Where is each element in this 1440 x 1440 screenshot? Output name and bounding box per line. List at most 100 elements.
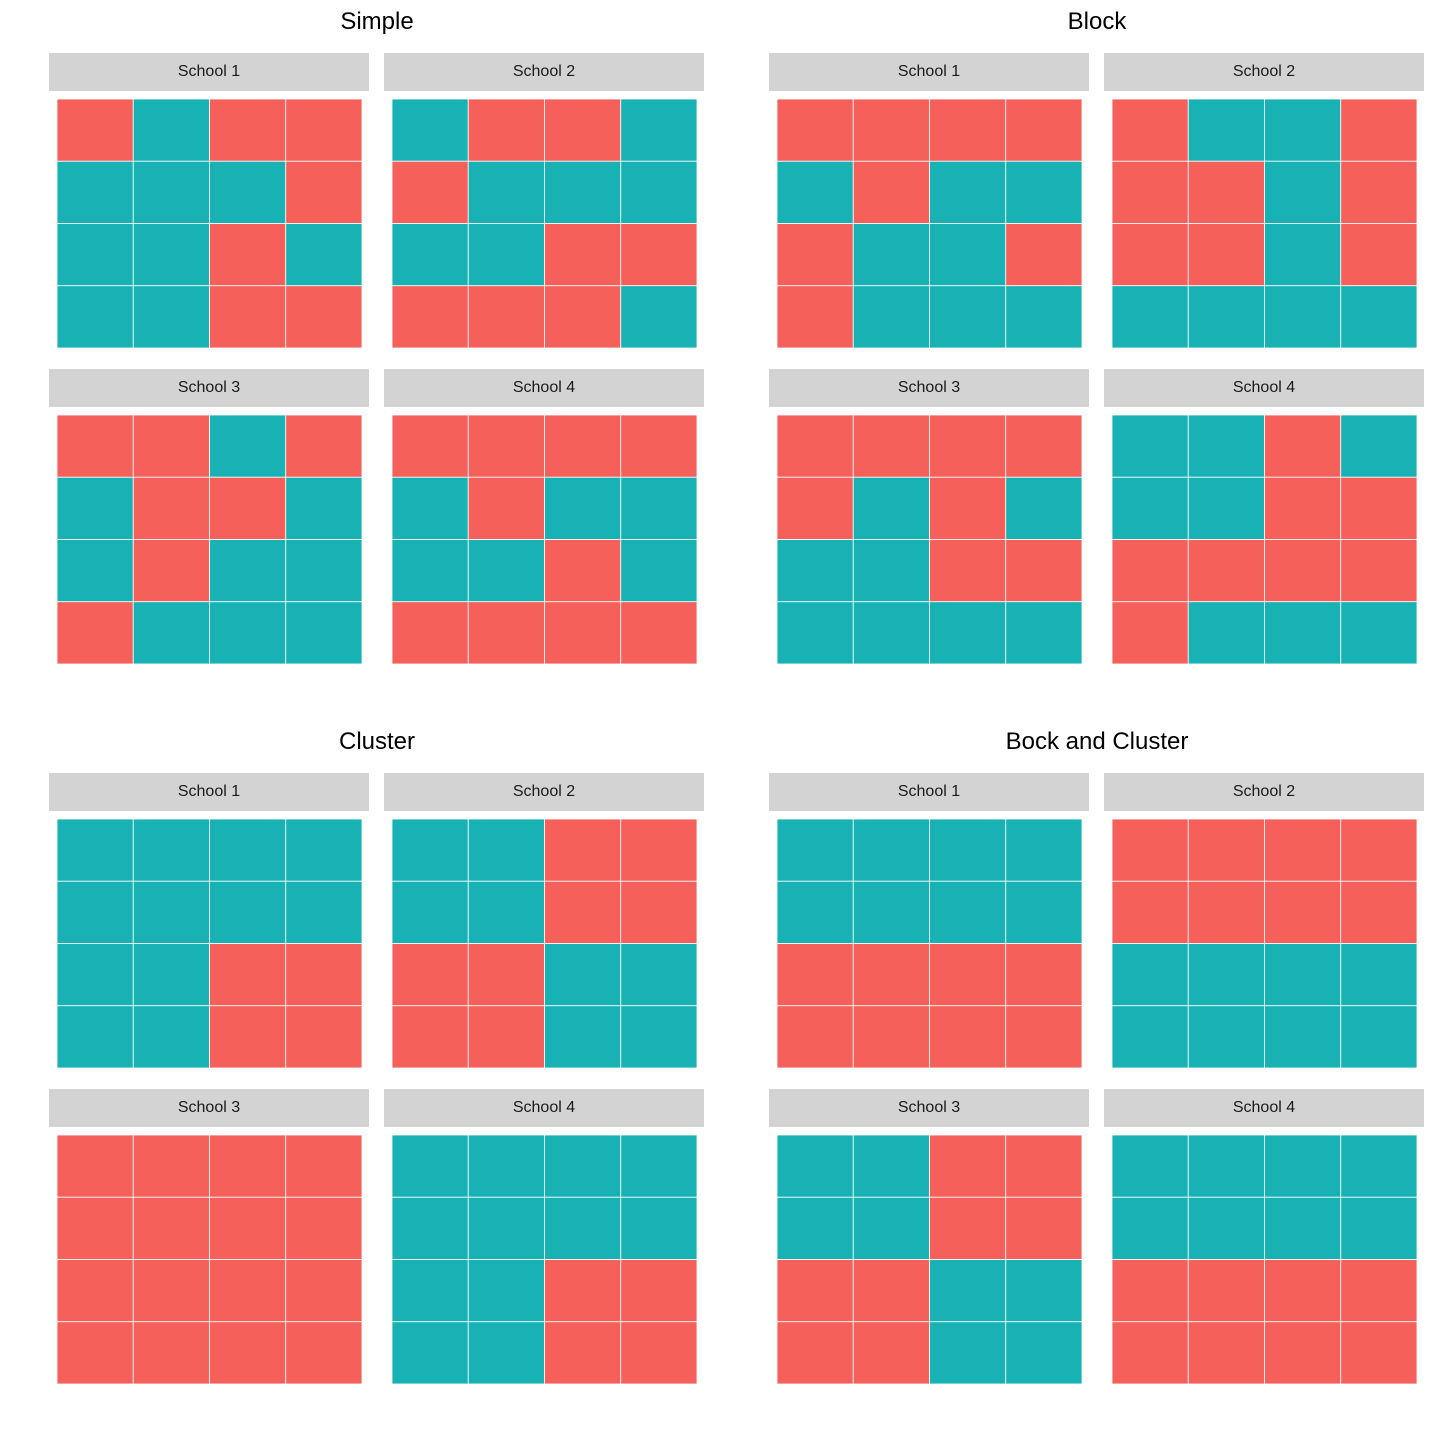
panel-block: Block School 1 School 2 School 3 School … <box>737 0 1440 720</box>
tile-control <box>1187 415 1265 478</box>
tile-control <box>544 1005 622 1068</box>
tile-treated <box>620 223 697 287</box>
tile-control <box>392 1196 469 1260</box>
tile-treated <box>777 1259 854 1323</box>
facet-strip-label: School 3 <box>769 1089 1089 1127</box>
tile-grid <box>777 415 1082 664</box>
tile-control <box>467 1196 545 1260</box>
tile-treated <box>544 1259 622 1323</box>
tile-grid <box>57 99 362 348</box>
tile-control <box>467 223 545 287</box>
tile-control <box>929 223 1007 287</box>
facet-strip-label: School 2 <box>384 53 704 91</box>
tile-control <box>777 880 854 944</box>
facet-strip-label: School 2 <box>1104 773 1424 811</box>
tile-treated <box>929 99 1007 162</box>
tile-grid <box>777 819 1082 1068</box>
facet-strip-label: School 1 <box>49 773 369 811</box>
tile-treated <box>620 819 697 882</box>
tile-grid-svg <box>392 415 697 664</box>
tile-treated <box>1005 223 1082 287</box>
tile-treated <box>1340 1259 1417 1323</box>
tile-control <box>852 1196 930 1260</box>
tile-control <box>285 819 362 882</box>
tile-treated <box>285 1135 362 1198</box>
tile-treated <box>1340 476 1417 540</box>
tile-treated <box>1112 539 1189 603</box>
tile-treated <box>929 539 1007 603</box>
tile-treated <box>1005 99 1082 162</box>
tile-grid <box>392 1135 697 1384</box>
tile-control <box>620 99 697 162</box>
tile-treated <box>209 1135 287 1198</box>
tile-control <box>929 1321 1007 1384</box>
tile-control <box>467 1259 545 1323</box>
tile-control <box>544 1135 622 1198</box>
tile-control <box>1112 1005 1189 1068</box>
tile-treated <box>1187 880 1265 944</box>
facet-strip-label: School 3 <box>49 369 369 407</box>
tile-control <box>209 819 287 882</box>
tile-treated <box>285 99 362 162</box>
tile-treated <box>1112 160 1189 224</box>
tile-treated <box>132 1259 210 1323</box>
tile-control <box>544 160 622 224</box>
tile-treated <box>544 880 622 944</box>
tile-control <box>1264 1135 1342 1198</box>
tile-treated <box>852 943 930 1007</box>
tile-treated <box>777 99 854 162</box>
tile-control <box>620 1196 697 1260</box>
tile-treated <box>929 1196 1007 1260</box>
tile-treated <box>777 415 854 478</box>
tile-treated <box>467 476 545 540</box>
tile-treated <box>467 1005 545 1068</box>
tile-treated <box>57 601 134 664</box>
tile-control <box>209 160 287 224</box>
tile-control <box>285 539 362 603</box>
tile-control <box>1112 415 1189 478</box>
tile-treated <box>1005 1135 1082 1198</box>
tile-control <box>852 223 930 287</box>
tile-control <box>57 1005 134 1068</box>
tile-grid-svg <box>57 415 362 664</box>
tile-treated <box>285 160 362 224</box>
tile-treated <box>777 223 854 287</box>
tile-treated <box>852 415 930 478</box>
tile-treated <box>209 1259 287 1323</box>
tile-control <box>467 819 545 882</box>
tile-control <box>852 285 930 348</box>
tile-control <box>209 880 287 944</box>
tile-control <box>1340 601 1417 664</box>
facet-strip-label: School 2 <box>1104 53 1424 91</box>
tile-treated <box>777 1321 854 1384</box>
tile-treated <box>285 943 362 1007</box>
tile-control <box>620 1135 697 1198</box>
tile-treated <box>57 1135 134 1198</box>
tile-treated <box>1264 880 1342 944</box>
tile-control <box>852 880 930 944</box>
tile-treated <box>544 539 622 603</box>
tile-control <box>132 99 210 162</box>
tile-treated <box>777 1005 854 1068</box>
tile-control <box>392 1321 469 1384</box>
tile-treated <box>1187 1321 1265 1384</box>
tile-treated <box>1264 539 1342 603</box>
tile-control <box>57 285 134 348</box>
tile-treated <box>209 285 287 348</box>
facet-strip-label: School 1 <box>769 773 1089 811</box>
tile-treated <box>929 415 1007 478</box>
facet-strip-label: School 1 <box>769 53 1089 91</box>
tile-control <box>392 880 469 944</box>
tile-treated <box>57 1259 134 1323</box>
tile-control <box>1005 285 1082 348</box>
facet-strip-label: School 4 <box>384 1089 704 1127</box>
tile-control <box>1340 943 1417 1007</box>
tile-treated <box>1340 99 1417 162</box>
tile-control <box>1187 99 1265 162</box>
tile-grid-svg <box>777 1135 1082 1384</box>
tile-control <box>929 1259 1007 1323</box>
tile-control <box>132 223 210 287</box>
tile-control <box>132 819 210 882</box>
tile-control <box>1112 943 1189 1007</box>
tile-grid-svg <box>1112 1135 1417 1384</box>
